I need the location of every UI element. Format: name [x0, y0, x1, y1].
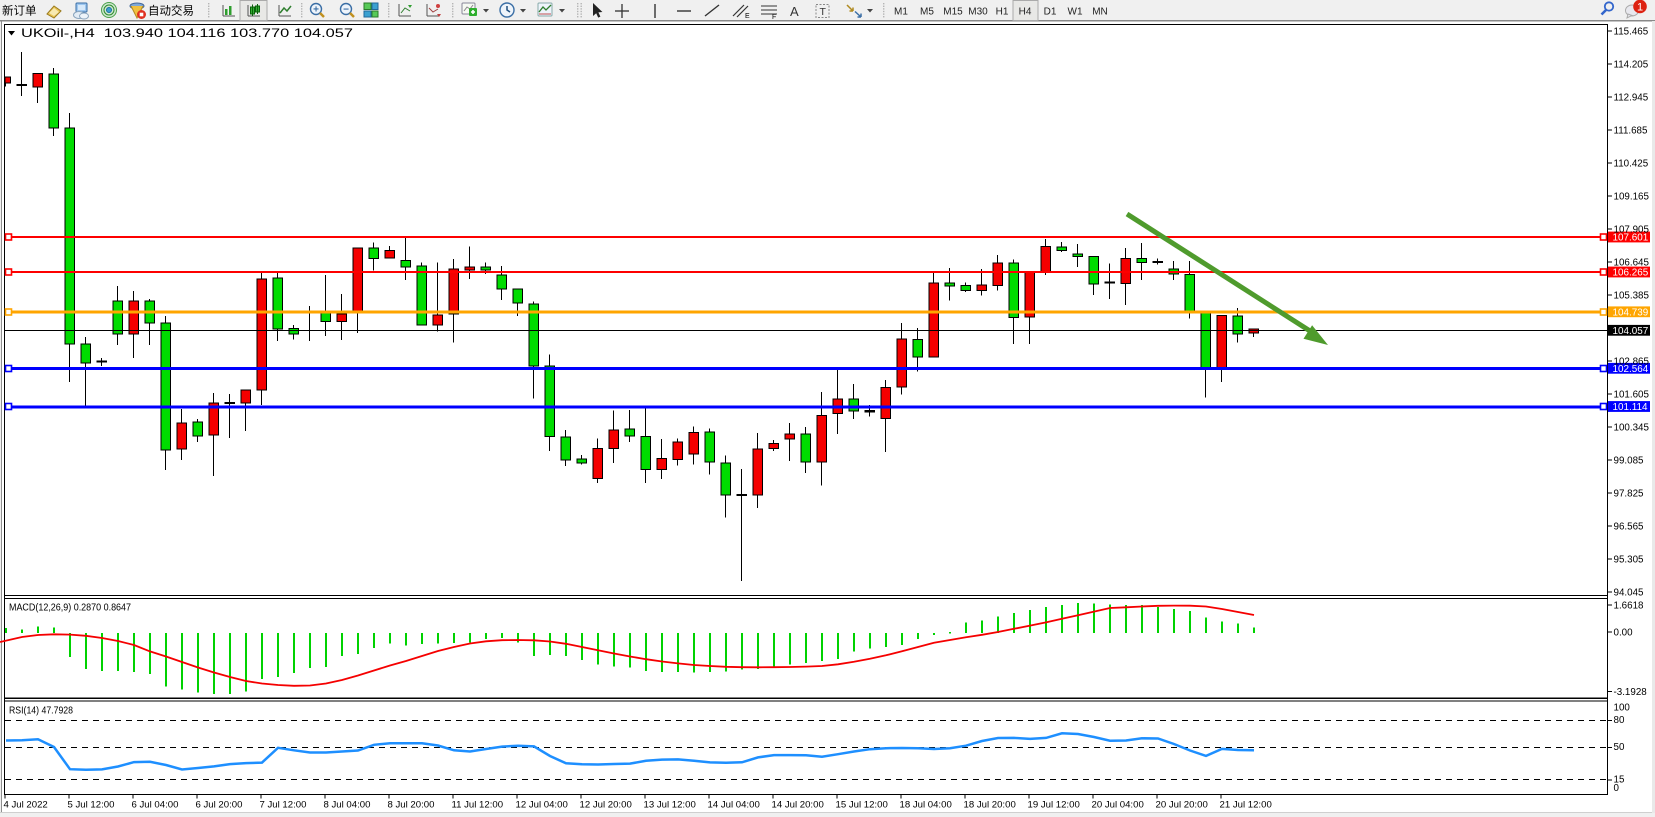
svg-text:F: F [772, 14, 776, 21]
svg-text:96.565: 96.565 [1614, 522, 1645, 533]
svg-text:20 Jul 04:00: 20 Jul 04:00 [1092, 800, 1144, 811]
svg-text:7 Jul 12:00: 7 Jul 12:00 [260, 800, 307, 811]
svg-text:102.865: 102.865 [1614, 357, 1650, 368]
svg-text:100.345: 100.345 [1614, 423, 1650, 434]
svg-text:E: E [745, 13, 750, 20]
svg-text:109.165: 109.165 [1614, 192, 1650, 203]
svg-text:11 Jul 12:00: 11 Jul 12:00 [452, 800, 504, 811]
svg-text:1.6618: 1.6618 [1614, 601, 1645, 612]
svg-text:94.045: 94.045 [1614, 588, 1645, 599]
svg-text:12 Jul 20:00: 12 Jul 20:00 [580, 800, 632, 811]
svg-text:8 Jul 04:00: 8 Jul 04:00 [324, 800, 371, 811]
svg-text:A: A [790, 4, 799, 19]
svg-text:107.905: 107.905 [1614, 225, 1650, 236]
svg-text:14 Jul 20:00: 14 Jul 20:00 [772, 800, 824, 811]
svg-text:107.601: 107.601 [1613, 233, 1649, 244]
svg-text:W1: W1 [1068, 7, 1083, 18]
svg-text:M5: M5 [920, 7, 934, 18]
svg-text:+: + [313, 5, 319, 16]
svg-text:21 Jul 12:00: 21 Jul 12:00 [1220, 800, 1272, 811]
svg-text:MN: MN [1092, 7, 1108, 18]
svg-text:RSI(14) 47.7928: RSI(14) 47.7928 [9, 706, 73, 717]
svg-text:12 Jul 04:00: 12 Jul 04:00 [516, 800, 568, 811]
svg-text:5 Jul 12:00: 5 Jul 12:00 [68, 800, 115, 811]
svg-text:106.265: 106.265 [1613, 268, 1649, 279]
svg-text:19 Jul 12:00: 19 Jul 12:00 [1028, 800, 1080, 811]
svg-text:H4: H4 [1019, 7, 1032, 18]
svg-text:101.114: 101.114 [1613, 402, 1648, 413]
svg-text:111.685: 111.685 [1614, 126, 1649, 137]
svg-text:M30: M30 [968, 7, 988, 18]
svg-text:80: 80 [1614, 715, 1625, 726]
svg-text:−: − [343, 5, 349, 16]
svg-text:100: 100 [1614, 703, 1631, 714]
svg-text:18 Jul 04:00: 18 Jul 04:00 [900, 800, 952, 811]
svg-text:18 Jul 20:00: 18 Jul 20:00 [964, 800, 1016, 811]
svg-text:UKOil-,H4 103.940 104.116 103: UKOil-,H4 103.940 104.116 103.770 104.05… [21, 26, 353, 40]
svg-text:110.425: 110.425 [1614, 159, 1649, 170]
svg-text:H1: H1 [996, 7, 1009, 18]
svg-text:13 Jul 12:00: 13 Jul 12:00 [644, 800, 696, 811]
svg-text:20 Jul 20:00: 20 Jul 20:00 [1156, 800, 1208, 811]
svg-text:8 Jul 20:00: 8 Jul 20:00 [388, 800, 435, 811]
svg-text:14 Jul 04:00: 14 Jul 04:00 [708, 800, 760, 811]
svg-text:99.085: 99.085 [1614, 456, 1645, 467]
svg-text:0.00: 0.00 [1614, 628, 1634, 639]
svg-text:T: T [820, 6, 827, 18]
svg-text:102.564: 102.564 [1613, 364, 1649, 375]
svg-text:D1: D1 [1044, 7, 1057, 18]
svg-text:112.945: 112.945 [1614, 93, 1649, 104]
svg-text:115.465: 115.465 [1614, 27, 1649, 38]
svg-text:97.825: 97.825 [1614, 489, 1645, 500]
svg-text:104.739: 104.739 [1613, 307, 1649, 318]
svg-text:105.385: 105.385 [1614, 291, 1650, 302]
svg-text:自动交易: 自动交易 [148, 4, 194, 18]
svg-text:15 Jul 12:00: 15 Jul 12:00 [836, 800, 888, 811]
svg-text:15: 15 [1614, 775, 1625, 786]
svg-text:6 Jul 04:00: 6 Jul 04:00 [132, 800, 179, 811]
svg-text:-3.1928: -3.1928 [1614, 687, 1648, 698]
svg-text:MACD(12,26,9) 0.2870 0.8647: MACD(12,26,9) 0.2870 0.8647 [9, 603, 131, 614]
svg-text:新订单: 新订单 [2, 4, 37, 18]
svg-text:0: 0 [1614, 783, 1620, 794]
svg-text:M1: M1 [894, 7, 908, 18]
svg-text:4 Jul 2022: 4 Jul 2022 [4, 800, 48, 811]
svg-text:101.605: 101.605 [1614, 390, 1650, 401]
svg-text:M15: M15 [943, 7, 963, 18]
svg-text:6 Jul 20:00: 6 Jul 20:00 [196, 800, 243, 811]
svg-text:114.205: 114.205 [1614, 60, 1649, 71]
svg-text:1: 1 [1637, 2, 1643, 14]
svg-text:95.305: 95.305 [1614, 555, 1645, 566]
svg-text:50: 50 [1614, 742, 1625, 753]
svg-text:104.057: 104.057 [1613, 326, 1649, 337]
svg-text:106.645: 106.645 [1614, 258, 1650, 269]
